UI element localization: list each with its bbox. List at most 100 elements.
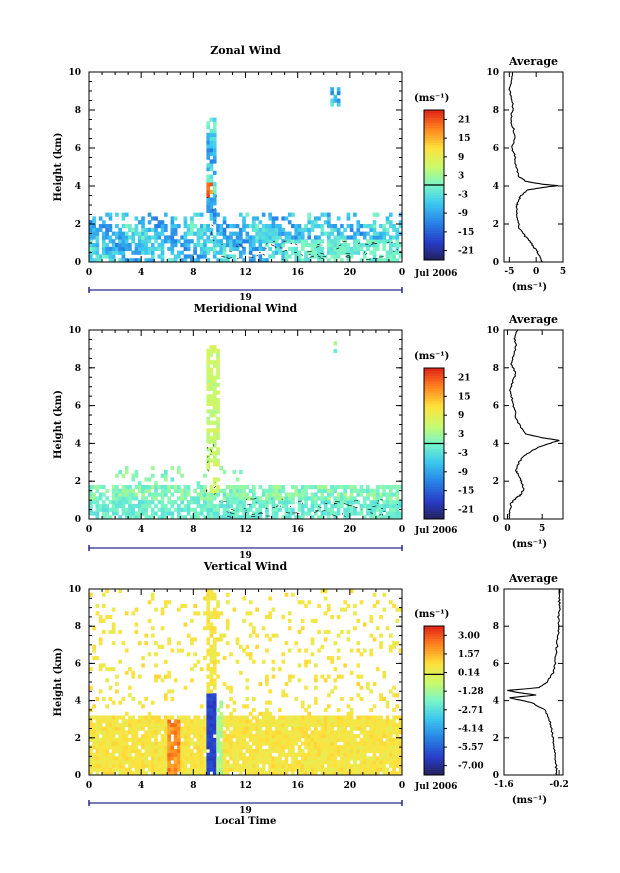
heatmap-cell (379, 719, 383, 724)
heatmap-cell (212, 481, 217, 486)
heatmap-cell (115, 737, 119, 742)
heatmap-cell (229, 239, 233, 244)
heatmap-cell (92, 722, 96, 728)
heatmap-cell (150, 745, 155, 750)
heatmap-cell (229, 254, 233, 259)
heatmap-cell (199, 485, 204, 490)
heatmap-cell (366, 243, 370, 248)
heatmap-cell (212, 760, 217, 765)
heatmap-cell (102, 503, 106, 509)
heatmap-cell (392, 737, 396, 742)
heatmap-cell (281, 715, 286, 720)
heatmap-cell (115, 674, 119, 679)
heatmap-cell (229, 500, 233, 505)
heatmap-cell (216, 398, 220, 403)
profile-x-tick-label: 0 (504, 524, 510, 534)
heatmap-cell (121, 239, 126, 244)
heatmap-cell (320, 763, 325, 768)
heatmap-cell (343, 760, 347, 765)
heatmap-cell (232, 760, 237, 765)
heatmap-cell (144, 227, 149, 232)
heatmap-cell (141, 737, 145, 742)
heatmap-cell (131, 745, 136, 750)
heatmap-cell (314, 745, 318, 750)
heatmap-cell (317, 503, 321, 509)
heatmap-cell (111, 258, 116, 263)
heatmap-cell (379, 496, 383, 501)
colorbar-segment (424, 675, 444, 679)
heatmap-cell (150, 596, 155, 601)
heatmap-cell (297, 719, 302, 724)
heatmap-cell (353, 496, 357, 501)
heatmap-cell (173, 224, 178, 229)
colorbar-segment (424, 110, 444, 113)
heatmap-cell (170, 243, 175, 248)
heatmap-cell (278, 708, 282, 713)
heatmap-cell (369, 756, 374, 761)
heatmap-cell (284, 730, 289, 735)
heatmap-cell (98, 722, 103, 728)
heatmap-cell (271, 749, 276, 754)
heatmap-cell (160, 756, 165, 761)
heatmap-cell (206, 458, 211, 463)
colorbar-segment (424, 503, 444, 507)
heatmap-cell (128, 258, 132, 263)
heatmap-cell (196, 726, 201, 731)
heatmap-cell (144, 715, 149, 720)
heatmap-cell (193, 734, 197, 739)
heatmap-cell (255, 507, 259, 512)
heatmap-cell (154, 663, 158, 668)
heatmap-cell (183, 756, 188, 761)
heatmap-cell (209, 148, 214, 153)
heatmap-cell (98, 485, 103, 490)
profile-y-tick-label: 4 (493, 697, 499, 707)
heatmap-cell (268, 711, 272, 716)
heatmap-cell (157, 719, 162, 724)
heatmap-cell (294, 641, 299, 646)
heatmap-cell (209, 626, 214, 631)
heatmap-cell (287, 722, 292, 728)
heatmap-cell (183, 488, 188, 493)
heatmap-cell (278, 250, 282, 255)
heatmap-cell (173, 749, 178, 754)
heatmap-cell (216, 401, 220, 406)
heatmap-cell (310, 756, 315, 761)
colorbar-segment (424, 690, 444, 694)
heatmap-cell (362, 760, 367, 765)
heatmap-cell (261, 763, 266, 768)
heatmap-cell (164, 693, 168, 698)
heatmap-cell (245, 741, 250, 746)
heatmap-cell (222, 771, 227, 776)
heatmap-cell (157, 492, 162, 497)
heatmap-cell (333, 258, 338, 263)
heatmap-cell (307, 216, 312, 221)
heatmap-cell (340, 737, 344, 742)
heatmap-cell (261, 235, 266, 240)
heatmap-cell (294, 726, 299, 731)
heatmap-cell (395, 618, 400, 623)
heatmap-cell (323, 752, 328, 757)
heatmap-cell (287, 678, 292, 683)
heatmap-cell (340, 503, 344, 509)
heatmap-cell (395, 741, 400, 746)
heatmap-cell (170, 511, 175, 516)
heatmap-cell (300, 756, 305, 761)
heatmap-cell (242, 719, 246, 724)
y-tick-label: 0 (75, 258, 81, 268)
heatmap-cell (180, 745, 184, 750)
heatmap-cell (98, 715, 103, 720)
colorbar-segment (424, 628, 444, 632)
heatmap-cell (389, 600, 393, 605)
heatmap-cell (340, 719, 344, 724)
heatmap-cell (389, 763, 393, 768)
heatmap-cell (349, 511, 354, 516)
heatmap-cell (150, 722, 155, 728)
heatmap-cell (98, 503, 103, 509)
heatmap-cell (336, 730, 341, 735)
heatmap-cell (343, 719, 347, 724)
heatmap-cell (359, 503, 364, 509)
heatmap-cell (281, 734, 286, 739)
heatmap-cell (164, 603, 168, 609)
heatmap-cell (92, 763, 96, 768)
heatmap-cell (203, 734, 207, 739)
